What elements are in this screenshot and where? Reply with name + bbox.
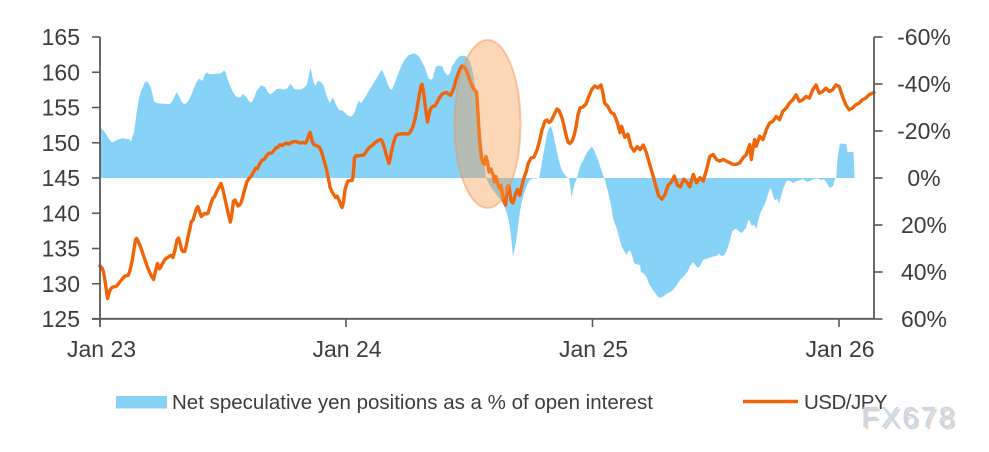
- svg-text:150: 150: [42, 130, 80, 156]
- svg-text:Jan 26: Jan 26: [805, 336, 874, 362]
- svg-text:-20%: -20%: [897, 118, 951, 144]
- svg-text:-40%: -40%: [897, 71, 951, 97]
- svg-text:Net speculative yen positions: Net speculative yen positions as a % of …: [172, 391, 653, 414]
- svg-text:165: 165: [42, 24, 80, 50]
- svg-text:FX678: FX678: [861, 402, 956, 434]
- svg-text:145: 145: [42, 165, 80, 191]
- svg-text:USD/JPY: USD/JPY: [804, 391, 888, 414]
- svg-text:0%: 0%: [907, 165, 940, 191]
- svg-text:Jan 23: Jan 23: [67, 336, 136, 362]
- svg-text:140: 140: [42, 200, 80, 226]
- svg-text:40%: 40%: [901, 259, 947, 285]
- svg-text:155: 155: [42, 95, 80, 121]
- svg-text:Jan 24: Jan 24: [312, 336, 381, 362]
- svg-text:60%: 60%: [901, 306, 947, 332]
- svg-text:160: 160: [42, 59, 80, 85]
- svg-text:Jan 25: Jan 25: [559, 336, 628, 362]
- svg-text:130: 130: [42, 271, 80, 297]
- svg-text:-60%: -60%: [897, 24, 951, 50]
- svg-text:125: 125: [42, 306, 80, 332]
- svg-text:20%: 20%: [901, 212, 947, 238]
- svg-text:135: 135: [42, 236, 80, 262]
